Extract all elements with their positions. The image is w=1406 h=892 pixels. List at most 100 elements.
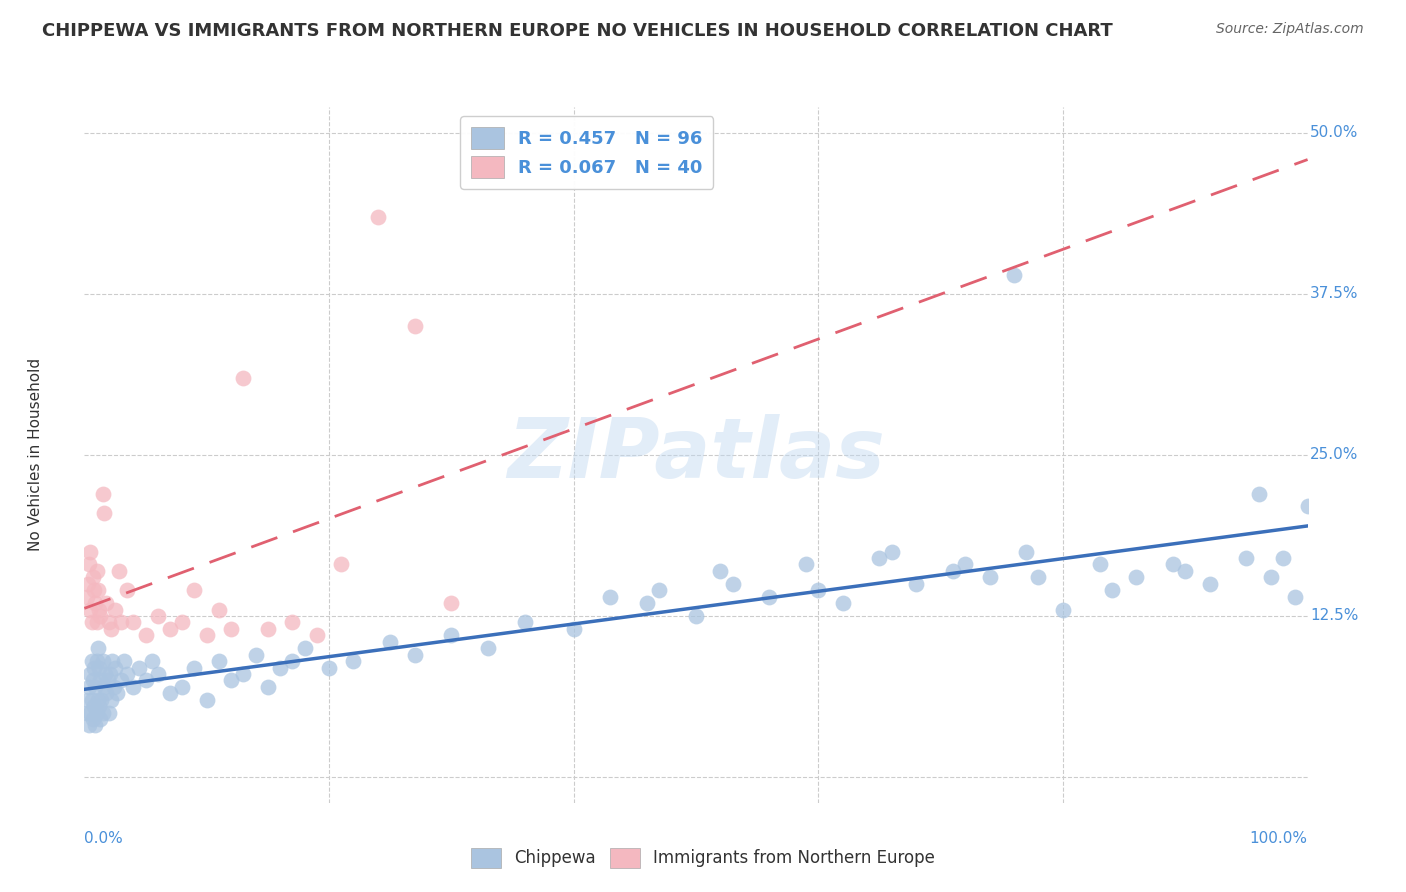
Point (77, 718, 100, 732)
Point (195, 692, 218, 706)
Point (96, 596, 118, 610)
Point (807, 583, 830, 598)
Point (76, 590, 98, 604)
Point (128, 660, 150, 674)
Point (367, 210, 389, 224)
Point (101, 654, 124, 668)
Point (1296, 500, 1319, 514)
Point (513, 615, 536, 630)
Point (135, 628, 157, 642)
Point (183, 583, 205, 598)
Text: 50.0%: 50.0% (1310, 125, 1358, 140)
Point (440, 628, 463, 642)
Point (159, 622, 181, 636)
Point (122, 680, 145, 694)
Point (87, 660, 110, 674)
Point (97, 673, 120, 688)
Point (1161, 558, 1184, 572)
Point (195, 628, 218, 642)
Legend: Chippewa, Immigrants from Northern Europe: Chippewa, Immigrants from Northern Europ… (464, 841, 942, 875)
Point (91, 706, 114, 720)
Point (110, 673, 132, 688)
Point (86, 654, 108, 668)
Point (141, 654, 163, 668)
Point (1125, 570, 1147, 584)
Text: 0.0%: 0.0% (84, 830, 124, 846)
Point (91, 486, 114, 500)
Point (110, 615, 132, 630)
Point (82, 673, 104, 688)
Point (709, 564, 731, 578)
Point (685, 609, 707, 624)
Text: 12.5%: 12.5% (1310, 608, 1358, 624)
Point (721, 576, 744, 591)
Point (93, 680, 115, 694)
Point (294, 641, 316, 656)
Point (83, 660, 105, 674)
Text: 25.0%: 25.0% (1310, 448, 1358, 462)
Point (79, 544, 101, 558)
Point (440, 596, 463, 610)
Point (1052, 602, 1074, 616)
Point (77, 576, 100, 591)
Point (122, 615, 145, 630)
Point (90, 692, 112, 706)
Point (83, 583, 105, 598)
Point (146, 667, 169, 681)
Point (97, 615, 120, 630)
Point (1284, 590, 1306, 604)
Point (77, 680, 100, 694)
Point (979, 570, 1001, 584)
Point (257, 680, 280, 694)
Point (232, 370, 254, 384)
Point (404, 319, 426, 334)
Point (318, 660, 340, 674)
Text: No Vehicles in Household: No Vehicles in Household (28, 359, 44, 551)
Point (79, 667, 101, 681)
Point (159, 686, 181, 700)
Point (562, 622, 585, 636)
Point (880, 544, 903, 558)
Point (104, 660, 127, 674)
Point (232, 667, 254, 681)
Point (84, 680, 107, 694)
Point (115, 583, 138, 598)
Point (87, 692, 110, 706)
Point (115, 667, 138, 681)
Point (135, 673, 157, 688)
Point (93, 506, 115, 520)
Point (219, 622, 242, 636)
Point (219, 673, 242, 688)
Point (636, 596, 658, 610)
Point (1247, 486, 1270, 500)
Point (98, 667, 121, 681)
Point (82, 570, 104, 584)
Point (76, 706, 98, 720)
Point (1015, 544, 1038, 558)
Point (100, 622, 122, 636)
Point (82, 712, 104, 726)
Point (172, 680, 194, 694)
Point (86, 615, 108, 630)
Point (80, 615, 103, 630)
Point (342, 654, 364, 668)
Point (86, 706, 108, 720)
Point (648, 583, 671, 598)
Point (96, 686, 118, 700)
Point (97, 706, 120, 720)
Point (1260, 570, 1282, 584)
Point (79, 602, 101, 616)
Point (183, 660, 205, 674)
Point (89, 712, 111, 726)
Point (1088, 558, 1111, 572)
Point (84, 596, 107, 610)
Point (1028, 570, 1050, 584)
Point (869, 551, 891, 566)
Point (245, 648, 267, 662)
Point (80, 692, 103, 706)
Point (758, 590, 780, 604)
Point (87, 641, 110, 656)
Point (305, 628, 328, 642)
Text: 37.5%: 37.5% (1310, 286, 1358, 301)
Point (79, 706, 101, 720)
